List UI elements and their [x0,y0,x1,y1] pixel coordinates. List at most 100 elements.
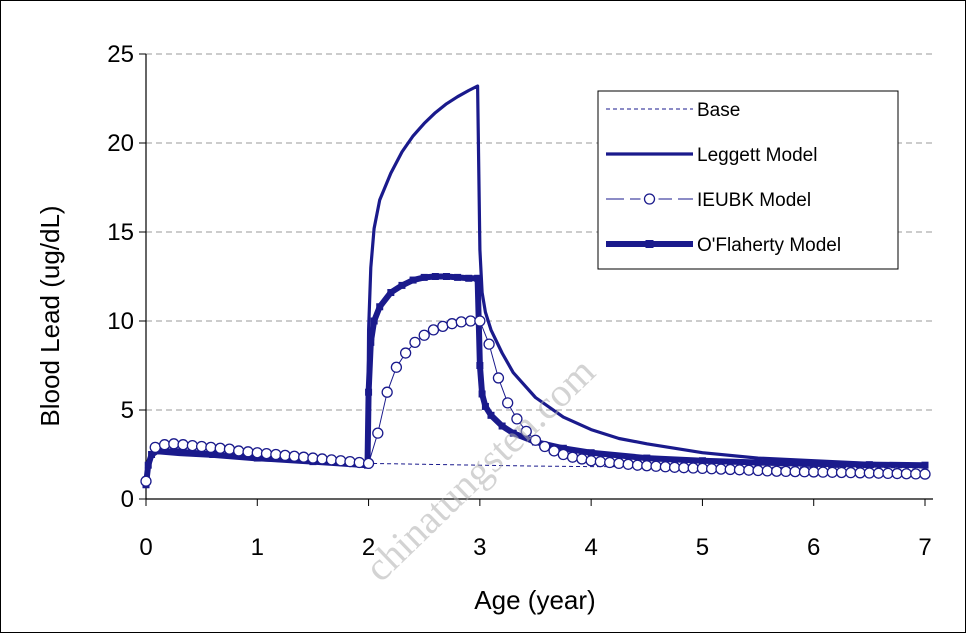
point-ieubk-model-34 [455,316,467,328]
point-ieubk-model-9 [223,443,236,455]
point-ieubk-model-59 [687,462,699,474]
point-ieubk-model-60 [696,462,709,475]
point-ieubk-model-72 [808,466,820,478]
point-o-flaherty-model-15 [409,276,417,284]
axes: 0 5 10 15 20 25 0 1 2 3 4 5 6 7 [107,41,933,561]
y-axis-title: Blood Lead (ug/dL) [35,205,65,426]
point-ieubk-model-70 [789,465,801,478]
y-tick-label-10: 10 [107,308,134,335]
point-ieubk-model-32 [437,320,449,332]
point-ieubk-model-45 [557,448,569,461]
point-ieubk-model-29 [409,336,421,349]
point-ieubk-model-76 [845,467,857,479]
point-o-flaherty-model-22 [476,362,484,369]
point-ieubk-model-20 [325,454,338,466]
point-ieubk-model-74 [826,466,838,478]
x-tick-label-7: 7 [918,534,931,561]
x-tick-label-0: 0 [139,534,152,561]
point-ieubk-model-64 [733,464,746,476]
point-o-flaherty-model-23 [478,390,486,398]
point-ieubk-model-30 [418,329,430,341]
point-ieubk-model-40 [511,413,523,425]
series-line-leggett-model [144,84,926,485]
point-ieubk-model-28 [399,347,412,359]
point-ieubk-model-84 [919,468,931,480]
point-ieubk-model-57 [668,461,681,473]
x-tick-label-3: 3 [473,534,486,561]
point-ieubk-model-53 [631,459,644,471]
point-ieubk-model-78 [863,467,876,479]
point-ieubk-model-13 [260,447,273,460]
point-ieubk-model-63 [724,463,736,476]
legend-label-leggett-model: Leggett Model [697,145,817,166]
point-ieubk-model-4 [177,439,189,451]
point-ieubk-model-31 [427,324,440,336]
point-ieubk-model-43 [539,440,551,453]
point-ieubk-model-51 [613,457,625,470]
series-lines [140,84,931,489]
point-ieubk-model-0 [140,475,152,487]
point-ieubk-model-35 [464,315,477,327]
point-o-flaherty-model-10 [367,338,375,346]
point-ieubk-model-71 [798,466,811,478]
point-ieubk-model-56 [659,461,672,473]
point-ieubk-model-1 [149,441,161,454]
point-o-flaherty-model-17 [431,273,439,280]
point-o-flaherty-model-19 [454,273,462,281]
legend-marker-ieubk-model [643,193,656,205]
point-ieubk-model-49 [594,455,607,468]
x-axis-title: Age (year) [474,585,595,615]
point-ieubk-model-83 [910,468,922,480]
point-ieubk-model-23 [353,456,365,469]
point-ieubk-model-24 [362,457,375,470]
point-ieubk-model-37 [483,338,495,350]
legend-label-ieubk-model: IEUBK Model [697,190,811,211]
point-o-flaherty-model-32 [698,457,706,465]
point-ieubk-model-42 [529,434,542,446]
point-o-flaherty-model-30 [587,449,595,457]
point-o-flaherty-model-18 [442,273,450,280]
y-tick-label-15: 15 [107,219,134,246]
legend-label-base: Base [697,100,740,121]
point-ieubk-model-19 [316,453,328,465]
point-ieubk-model-80 [882,467,894,480]
point-o-flaherty-model-16 [420,273,428,281]
point-ieubk-model-75 [835,466,848,479]
point-ieubk-model-36 [474,315,486,327]
point-ieubk-model-17 [298,451,310,463]
point-ieubk-model-48 [585,455,597,467]
point-o-flaherty-model-33 [754,459,762,467]
point-o-flaherty-model-11 [370,317,378,325]
point-ieubk-model-21 [335,455,347,467]
point-ieubk-model-47 [576,453,588,465]
point-o-flaherty-model-14 [398,281,406,289]
point-ieubk-model-41 [520,425,532,438]
x-tick-label-2: 2 [362,534,375,561]
point-o-flaherty-model-27 [509,429,517,437]
point-ieubk-model-50 [604,456,616,469]
point-ieubk-model-8 [214,442,226,454]
point-ieubk-model-52 [622,458,634,470]
point-o-flaherty-model-24 [481,402,489,410]
point-ieubk-model-16 [288,450,300,462]
point-ieubk-model-73 [817,466,829,478]
point-ieubk-model-62 [715,463,727,475]
point-ieubk-model-22 [344,455,356,468]
point-ieubk-model-82 [900,468,913,480]
point-ieubk-model-39 [502,397,514,409]
point-ieubk-model-61 [706,463,718,475]
x-tick-label-5: 5 [696,534,709,561]
point-ieubk-model-55 [650,460,662,472]
point-ieubk-model-26 [381,386,393,398]
point-ieubk-model-58 [678,462,690,474]
legend: Base Leggett Model IEUBK Model O'Flaherty M… [597,90,899,270]
legend-marker-o-flaherty-model [645,240,654,248]
point-ieubk-model-77 [854,467,866,479]
point-ieubk-model-27 [390,361,403,373]
point-ieubk-model-12 [251,447,263,459]
x-tick-label-4: 4 [584,534,597,561]
point-o-flaherty-model-13 [387,289,395,297]
point-ieubk-model-2 [158,439,171,451]
